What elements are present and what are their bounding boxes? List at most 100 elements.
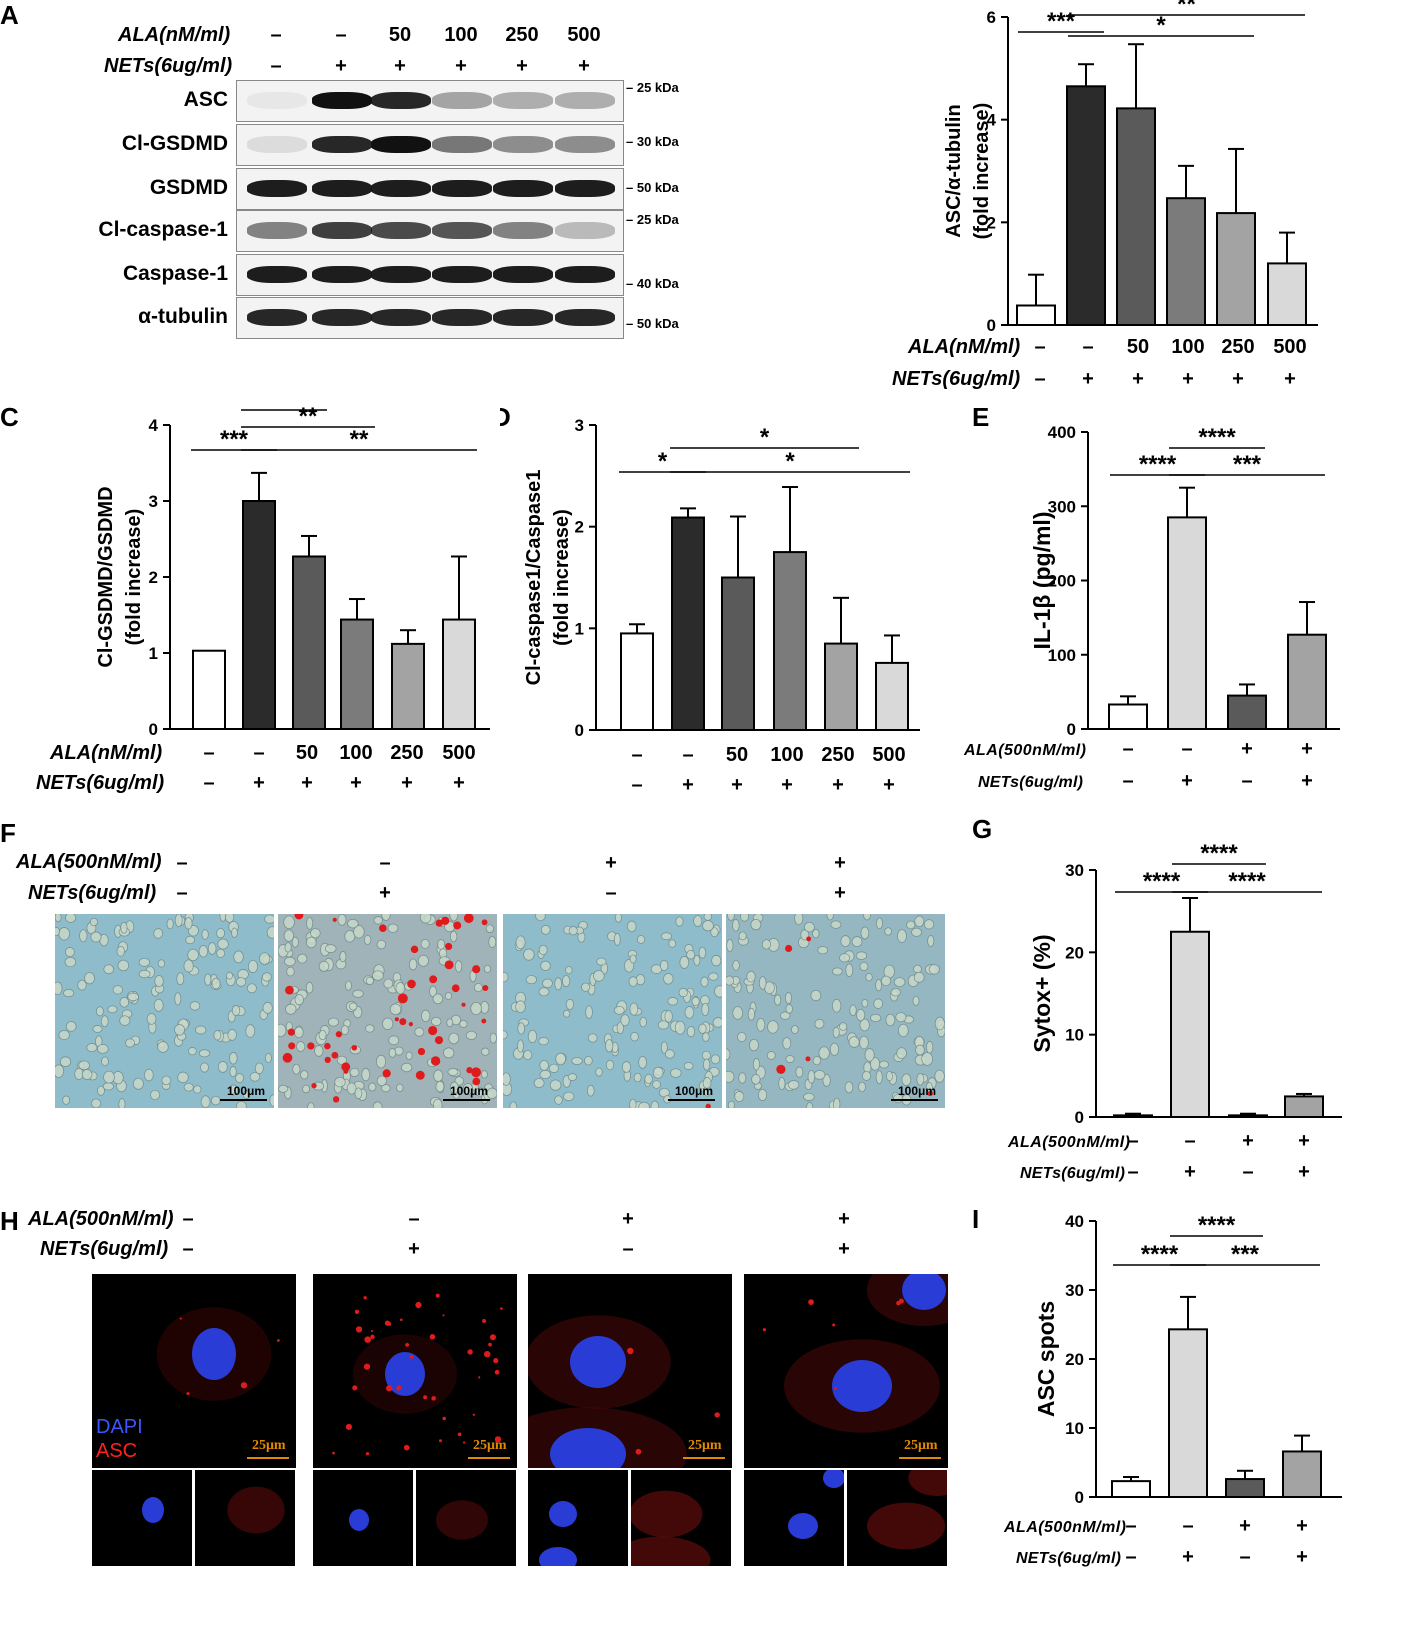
cell — [539, 1069, 551, 1080]
cell — [669, 1068, 682, 1078]
nets-value: – — [1242, 1161, 1253, 1183]
cell — [727, 1100, 735, 1108]
asc-speck — [478, 1376, 481, 1379]
y-tick-label: 1 — [149, 644, 158, 663]
ala-value: – — [203, 742, 214, 764]
kda-marker: – 50 kDa — [626, 316, 679, 331]
cell — [840, 935, 851, 948]
cell — [858, 1081, 866, 1093]
cell — [227, 1028, 237, 1041]
asc-speck — [399, 1318, 403, 1322]
cell — [363, 934, 372, 945]
cell — [782, 1037, 792, 1050]
confocal-merge-image: 25μm — [528, 1274, 732, 1468]
cell — [523, 1050, 533, 1061]
cell — [465, 1030, 477, 1040]
nets-value: + — [832, 774, 844, 796]
cell — [446, 1018, 454, 1028]
significance-stars: * — [658, 448, 668, 475]
cell — [264, 1052, 272, 1064]
sytox-positive-cell — [332, 1096, 340, 1103]
cell — [884, 927, 893, 936]
cell — [533, 1078, 545, 1089]
cell — [119, 1015, 131, 1026]
cell — [481, 1047, 490, 1056]
cell — [746, 970, 756, 983]
cell — [813, 1069, 826, 1080]
cell — [449, 914, 459, 922]
ala-value: – — [1082, 336, 1093, 358]
asc-speck — [354, 1309, 360, 1315]
cell — [127, 992, 140, 1002]
cell — [549, 1079, 562, 1091]
ala-value: 50 — [296, 742, 318, 764]
sytox-positive-cell — [417, 1047, 426, 1056]
bar — [391, 642, 425, 731]
cell — [102, 1082, 115, 1091]
cell — [284, 942, 292, 953]
ala-value: 250 — [821, 744, 854, 766]
cell — [195, 1025, 207, 1035]
blot-label: GSDMD — [149, 176, 228, 199]
significance-stars: **** — [1200, 840, 1238, 867]
cell — [592, 970, 605, 982]
cell — [906, 920, 916, 930]
panel-a-ala-value: 500 — [567, 24, 601, 46]
panel-a-nets-value: + — [516, 55, 528, 77]
cell — [373, 916, 383, 925]
cell — [628, 976, 638, 987]
cell — [117, 959, 130, 972]
nets-value: – — [1127, 1161, 1138, 1183]
significance-stars: ** — [350, 426, 369, 453]
cell — [235, 1073, 244, 1084]
panel-h-ala-value: – — [408, 1208, 420, 1230]
asc-speck — [415, 1301, 422, 1309]
brightfield-image: 100μm — [55, 914, 274, 1108]
cell — [262, 1001, 273, 1014]
cell — [286, 966, 295, 977]
cell — [459, 1019, 468, 1028]
blot-band — [432, 222, 492, 239]
cell — [838, 1022, 848, 1031]
cell — [712, 1017, 722, 1028]
bar — [242, 500, 276, 730]
cell — [336, 1055, 348, 1065]
scale-bar-label: 25μm — [473, 1438, 507, 1453]
nets-value: + — [1181, 770, 1193, 792]
cell — [89, 917, 98, 927]
cell — [702, 920, 714, 932]
panel-a-ala-value: 50 — [388, 24, 412, 46]
y-axis-label-secondary: (fold increase) — [971, 103, 993, 240]
confocal-merge-image: 25μm DAPI ASC — [92, 1274, 296, 1468]
significance-stars: * — [1156, 12, 1166, 39]
cell — [864, 1048, 875, 1062]
dapi-channel-image — [92, 1470, 192, 1566]
cell — [305, 936, 317, 949]
cell — [348, 1002, 358, 1011]
nucleus — [570, 1336, 626, 1388]
cell — [845, 963, 854, 978]
cell — [870, 1013, 882, 1023]
dapi-channel-image — [744, 1470, 844, 1566]
cell — [483, 964, 492, 973]
cell — [784, 992, 793, 1005]
channel-field — [349, 1509, 369, 1531]
ala-value: + — [1298, 1130, 1310, 1152]
y-axis-label-secondary: (fold increase) — [551, 509, 573, 646]
cell — [812, 1056, 822, 1066]
cell — [538, 944, 548, 956]
nets-value: + — [1184, 1161, 1196, 1183]
cell — [254, 1062, 264, 1075]
cell — [62, 1095, 70, 1105]
cell — [231, 927, 238, 938]
cell — [686, 1025, 696, 1038]
ala-value: + — [1301, 738, 1313, 760]
asc-speck — [494, 1369, 500, 1375]
channel-field — [788, 1470, 844, 1539]
blot-strip — [236, 80, 624, 122]
cell — [732, 918, 740, 932]
scale-bar-label: 25μm — [904, 1438, 938, 1453]
cell — [454, 960, 463, 973]
cell — [875, 917, 883, 930]
cell — [340, 1025, 349, 1036]
